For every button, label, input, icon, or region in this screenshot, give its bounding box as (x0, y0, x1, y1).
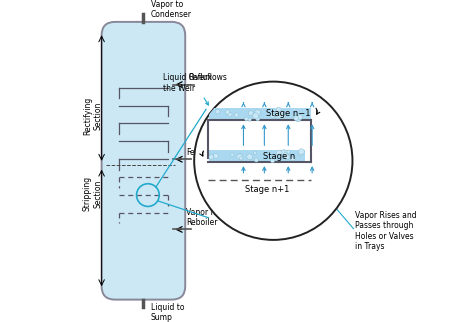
Circle shape (247, 154, 252, 160)
Text: Stage n+1: Stage n+1 (245, 185, 289, 194)
Text: Liquid Overflows
the Weir: Liquid Overflows the Weir (163, 73, 227, 105)
Circle shape (256, 117, 260, 121)
Circle shape (231, 153, 234, 156)
Circle shape (244, 117, 249, 121)
Circle shape (225, 110, 230, 114)
Circle shape (276, 107, 281, 112)
Circle shape (287, 150, 290, 154)
Circle shape (284, 150, 287, 153)
Circle shape (238, 153, 242, 157)
Circle shape (285, 155, 290, 160)
Circle shape (297, 115, 303, 120)
Text: Stage n−1: Stage n−1 (266, 109, 310, 118)
Circle shape (271, 158, 275, 163)
Circle shape (253, 151, 257, 155)
Circle shape (280, 114, 286, 119)
Text: Reflux: Reflux (188, 73, 212, 82)
Circle shape (298, 149, 304, 155)
Circle shape (276, 150, 282, 156)
Circle shape (216, 109, 220, 114)
Circle shape (275, 111, 280, 117)
FancyBboxPatch shape (102, 22, 185, 299)
Circle shape (281, 150, 287, 155)
Circle shape (294, 116, 299, 121)
Text: Vapor from
Reboiler: Vapor from Reboiler (186, 208, 228, 227)
Circle shape (299, 153, 302, 156)
Circle shape (248, 118, 251, 121)
Circle shape (237, 154, 242, 159)
Circle shape (279, 110, 284, 115)
Circle shape (248, 111, 253, 116)
Circle shape (252, 113, 258, 119)
Circle shape (295, 117, 301, 122)
Text: Vapor to
Condenser: Vapor to Condenser (151, 0, 192, 19)
Circle shape (254, 158, 258, 162)
Circle shape (239, 156, 243, 160)
Circle shape (234, 113, 239, 117)
Text: Liquid to
Sump: Liquid to Sump (151, 303, 184, 322)
Bar (209, 108, 310, 120)
Text: Vapor Rises and
Passes through
Holes or Valves
in Trays: Vapor Rises and Passes through Holes or … (356, 211, 417, 251)
Bar (209, 150, 305, 162)
Circle shape (283, 154, 288, 158)
Circle shape (291, 156, 295, 161)
Circle shape (294, 115, 298, 120)
Text: Stage n: Stage n (263, 152, 295, 161)
Circle shape (209, 155, 213, 159)
Text: Feed: Feed (186, 148, 204, 157)
Circle shape (213, 153, 219, 158)
Circle shape (275, 112, 281, 118)
Circle shape (284, 152, 287, 156)
Circle shape (228, 112, 232, 117)
Text: Rectifying
Section: Rectifying Section (83, 97, 102, 135)
Circle shape (194, 81, 353, 240)
Circle shape (255, 110, 261, 116)
Text: Stripping
Section: Stripping Section (83, 176, 102, 211)
Circle shape (270, 113, 275, 118)
